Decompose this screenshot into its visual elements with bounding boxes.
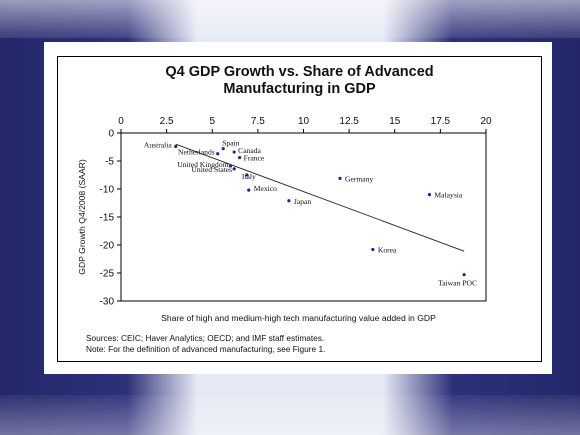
- x-axis-label: Share of high and medium-high tech manuf…: [161, 313, 436, 323]
- data-point: [232, 167, 236, 171]
- data-point: [338, 176, 342, 180]
- plot-frame: [120, 132, 487, 302]
- y-tick-label: 0: [108, 129, 114, 140]
- data-point: [221, 147, 225, 151]
- x-tick-label: 5: [209, 116, 215, 127]
- chart-panel: Q4 GDP Growth vs. Share of Advanced Manu…: [57, 56, 542, 362]
- chart-notes: Sources: CEIC; Haver Analytics; OECD; an…: [86, 333, 526, 355]
- point-label: Japan: [294, 197, 311, 206]
- trendline: [175, 143, 465, 252]
- background-band-top: [0, 0, 580, 38]
- y-axis-label: GDP Growth Q4/2008 (SAAR): [77, 159, 87, 275]
- y-tick-label: -5: [105, 157, 114, 168]
- point-label: United States: [191, 165, 232, 174]
- data-point: [427, 193, 432, 197]
- y-tick-label: -20: [100, 241, 115, 252]
- x-tick-label: 15: [389, 116, 401, 127]
- scatter-chart: 0 2.5 5 7.5 10 12.5 15 17.5 20 0 -5 -10 -15 -20 -25 -30…: [77, 116, 492, 323]
- data-point: [238, 156, 242, 160]
- point-label: Italy: [242, 172, 256, 181]
- data-point: [287, 199, 291, 203]
- point-label: Korea: [378, 245, 397, 254]
- y-tick-label: -10: [100, 185, 115, 196]
- point-label: Mexico: [254, 184, 277, 193]
- data-point: [245, 173, 249, 177]
- chart-title-line-1: Q4 GDP Growth vs. Share of Advanced: [165, 64, 434, 80]
- definition-note: Note: For the definition of advanced man…: [86, 344, 326, 354]
- y-tick-label: -25: [100, 269, 115, 280]
- y-tick-label: -15: [100, 213, 115, 224]
- point-label: France: [244, 154, 265, 163]
- point-label: Netherlands: [178, 148, 215, 157]
- data-point: [232, 150, 236, 154]
- point-label: Canada: [238, 146, 261, 155]
- point-label: United Kingdom: [177, 160, 228, 169]
- point-label: Germany: [345, 174, 373, 183]
- x-tick-label: 2.5: [160, 116, 174, 127]
- y-tick-label: -30: [100, 297, 115, 308]
- point-label: Taiwan POC: [438, 279, 477, 288]
- data-point: [228, 164, 233, 168]
- slide-content: Q4 GDP Growth vs. Share of Advanced Manu…: [44, 42, 552, 374]
- data-point: [174, 144, 178, 149]
- background-band-bottom: [0, 395, 580, 435]
- x-tick-label: 12.5: [339, 116, 359, 127]
- data-point: [371, 247, 375, 252]
- data-point: [462, 273, 466, 277]
- x-tick-label: 7.5: [251, 116, 265, 127]
- sources-note: Sources: CEIC; Haver Analytics; OECD; an…: [86, 333, 325, 343]
- data-point: [216, 152, 220, 156]
- point-label: Australia: [144, 140, 172, 149]
- x-tick-label: 10: [298, 116, 310, 127]
- chart-title: Q4 GDP Growth vs. Share of Advanced Manu…: [58, 64, 541, 98]
- point-label: Malaysia: [434, 191, 462, 200]
- chart-title-line-2: Manufacturing in GDP: [223, 81, 376, 97]
- point-label: Spain: [222, 139, 240, 148]
- x-tick-label: 20: [480, 116, 492, 127]
- x-tick-label: 0: [118, 116, 124, 127]
- x-tick-label: 17.5: [431, 116, 451, 127]
- data-point: [247, 188, 251, 192]
